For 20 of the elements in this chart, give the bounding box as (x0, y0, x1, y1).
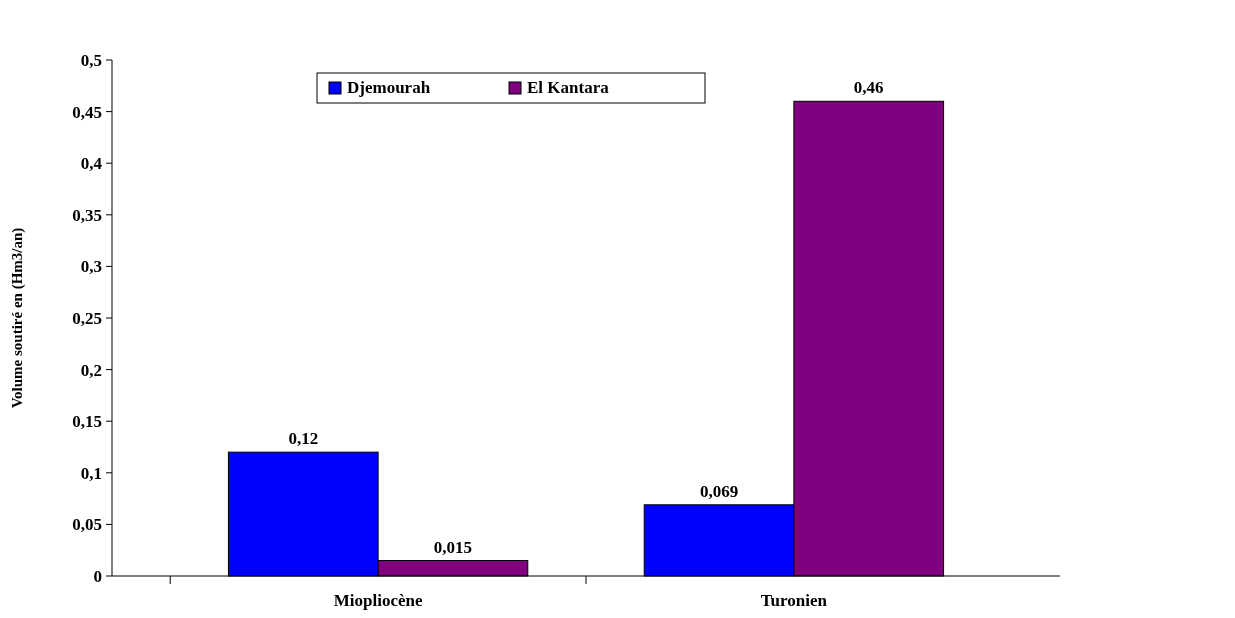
y-tick-label: 0,2 (80, 360, 102, 380)
y-tick-label: 0,3 (80, 257, 102, 277)
x-tick-label: Miopliocène (333, 591, 423, 610)
data-label: 0,46 (853, 78, 884, 98)
y-tick-label: 0,4 (80, 154, 103, 174)
data-label: 0,015 (433, 537, 473, 557)
y-tick-label: 0,05 (72, 515, 102, 535)
y-tick-label: 0,1 (80, 463, 102, 483)
data-label: 0,12 (288, 429, 319, 449)
y-tick-label: 0,5 (80, 50, 102, 70)
y-tick-label: 0,15 (72, 412, 102, 432)
y-tick-label: 0 (93, 566, 102, 586)
y-tick-label: 0,45 (72, 102, 102, 122)
y-tick-label: 0,35 (72, 205, 102, 225)
data-label: 0,069 (699, 481, 739, 501)
x-tick-label: Turonien (760, 591, 828, 610)
y-axis-title: Volume soutiré en (Hm3/an) (9, 227, 26, 409)
y-tick-label: 0,25 (72, 308, 102, 328)
legend-label: El Kantara (527, 78, 610, 97)
legend-label: Djemourah (347, 78, 431, 97)
